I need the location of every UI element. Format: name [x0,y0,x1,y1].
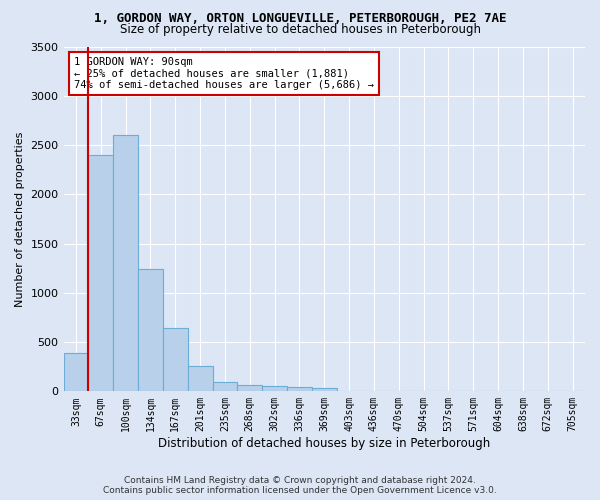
Bar [287,388,312,392]
Bar [238,386,262,392]
Bar [212,382,238,392]
Bar [312,388,337,392]
Bar [163,328,188,392]
Text: 1 GORDON WAY: 90sqm
← 25% of detached houses are smaller (1,881)
74% of semi-det: 1 GORDON WAY: 90sqm ← 25% of detached ho… [74,57,374,90]
Text: Size of property relative to detached houses in Peterborough: Size of property relative to detached ho… [119,22,481,36]
Y-axis label: Number of detached properties: Number of detached properties [15,131,25,306]
Text: 1, GORDON WAY, ORTON LONGUEVILLE, PETERBOROUGH, PE2 7AE: 1, GORDON WAY, ORTON LONGUEVILLE, PETERB… [94,12,506,26]
X-axis label: Distribution of detached houses by size in Peterborough: Distribution of detached houses by size … [158,437,490,450]
Bar [64,353,88,392]
Bar [138,269,163,392]
Bar [262,386,287,392]
Bar [113,135,138,392]
Bar [188,366,212,392]
Bar [88,155,113,392]
Text: Contains HM Land Registry data © Crown copyright and database right 2024.
Contai: Contains HM Land Registry data © Crown c… [103,476,497,495]
